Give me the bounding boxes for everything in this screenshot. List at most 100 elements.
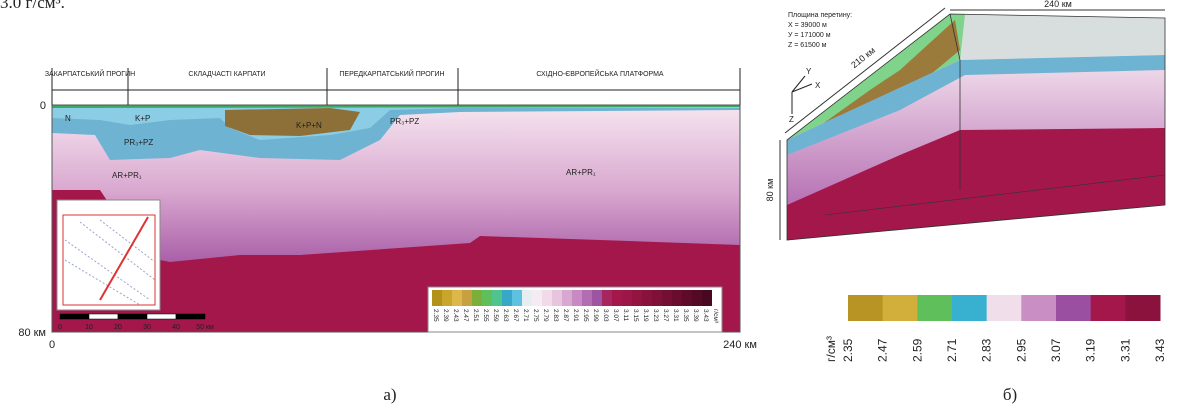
legend-tick: 2.71 [945, 338, 959, 362]
block-edges [786, 13, 1166, 241]
scale-bar: 0 10 20 30 40 50 км [58, 313, 214, 331]
legend-swatch [1056, 295, 1092, 321]
legend-tick: 2.43 [452, 309, 459, 322]
legend-swatch [512, 290, 522, 306]
panel-a: ЗАКАРПАТСЬКИЙ ПРОГИН СКЛАДЧАСТІ КАРПАТИ … [18, 68, 757, 351]
legend-swatch [917, 295, 953, 321]
legend: 2.35 2.39 2.43 2.47 2.51 2.55 2.59 2.63 2.67 2.71… [432, 290, 719, 324]
inset-contours [64, 219, 156, 306]
legend-tick: 2.71 [522, 309, 529, 322]
scale-label: 20 [114, 324, 122, 331]
intro-fragment: 3.0 г/см³. [0, 0, 65, 12]
legend-swatch [612, 290, 622, 306]
region-label: СХІДНО-ЄВРОПЕЙСЬКА ПЛАТФОРМА [536, 69, 664, 78]
legend-swatch [492, 290, 502, 306]
dim-line [784, 7, 946, 134]
legend-tick: 2.39 [442, 309, 449, 322]
legend-swatch [882, 295, 918, 321]
panel-b: 240 км 210 км 80 км Площина перетину: X … [765, 0, 1167, 362]
axis-label: Z [789, 115, 794, 124]
plane-edge [824, 174, 1166, 216]
caption: а) [383, 385, 396, 404]
legend-swatch [702, 290, 712, 306]
unit-label: N [65, 114, 71, 123]
legend-tick: 2.83 [552, 309, 559, 322]
legend-tick: 3.31 [672, 309, 679, 322]
scale-segment [59, 313, 90, 320]
distance-label: 0 [49, 339, 55, 351]
scale-segment [146, 313, 177, 320]
dim-label: 80 км [765, 179, 775, 202]
legend-swatch [502, 290, 512, 306]
sediment-layer [52, 105, 740, 140]
legend-swatch [1021, 295, 1057, 321]
unit-label: AR+PR₁ [566, 168, 596, 177]
legend-tick: 2.47 [462, 309, 469, 322]
legend-swatch [672, 290, 682, 306]
legend-tick: 2.87 [562, 309, 569, 322]
legend-tick: 2.63 [502, 309, 509, 322]
legend-swatch [472, 290, 482, 306]
scale-segment [175, 313, 206, 320]
legend-swatch [462, 290, 472, 306]
legend-swatch [682, 290, 692, 306]
legend-swatch [1125, 295, 1161, 321]
legend-swatch [642, 290, 652, 306]
scale-label: 40 [172, 324, 180, 331]
legend-tick: 2.47 [876, 338, 890, 362]
legend-swatch [432, 290, 442, 306]
plane-title: Площина перетину: [788, 12, 852, 19]
legend-swatch [692, 290, 702, 306]
legend-tick: 2.99 [592, 309, 599, 322]
legend-tick: 2.59 [910, 338, 924, 362]
legend-swatch [532, 290, 542, 306]
legend-tick: 3.19 [642, 309, 649, 322]
legend-tick: 3.27 [662, 309, 669, 322]
unit-label: PR₃+PZ [390, 117, 419, 126]
scale-segment [117, 313, 148, 320]
block-top [787, 14, 1165, 140]
legend: 2.35 2.47 2.59 2.71 2.83 2.95 3.07 3.19 3.31 3.43… [824, 295, 1167, 362]
legend-swatch [482, 290, 492, 306]
block-front-blue [787, 55, 1165, 155]
profile-line [99, 216, 149, 301]
legend-tick: 2.75 [532, 309, 539, 322]
axis-label: Y [806, 67, 812, 76]
region-label: ПЕРЕДКАРПАТСЬКИЙ ПРОГИН [339, 69, 444, 78]
legend-tick: 3.19 [1084, 338, 1098, 362]
legend-tick: 3.23 [652, 309, 659, 322]
legend-swatch [582, 290, 592, 306]
legend-tick: 2.91 [572, 309, 579, 322]
legend-swatch [542, 290, 552, 306]
scale-label: 50 км [196, 324, 214, 331]
section-frame [51, 104, 741, 333]
legend-swatch [552, 290, 562, 306]
plane-coord: X = 39000 м [788, 22, 827, 29]
legend-tick: 3.43 [1153, 338, 1167, 362]
legend-swatch [622, 290, 632, 306]
depth-label: 80 км [18, 327, 46, 339]
region-label: СКЛАДЧАСТІ КАРПАТИ [188, 71, 265, 78]
legend-tick: 3.11 [622, 309, 629, 322]
legend-swatch [522, 290, 532, 306]
legend-swatch [1090, 295, 1126, 321]
dim-label: 240 км [1044, 0, 1072, 9]
legend-tick: 2.35 [841, 338, 855, 362]
legend-tick: 3.43 [702, 309, 709, 322]
legend-tick: 3.07 [1049, 338, 1063, 362]
legend-swatch [662, 290, 672, 306]
block-top-brown [800, 20, 960, 140]
scale-label: 30 [143, 324, 151, 331]
legend-tick: 2.59 [492, 309, 499, 322]
legend-tick: 3.39 [692, 309, 699, 322]
legend-unit: г/см³ [824, 336, 838, 362]
unit-label: AR+PR₁ [112, 171, 142, 180]
legend-tick: 2.95 [1014, 338, 1028, 362]
legend-tick: 3.07 [612, 309, 619, 322]
surface-layer [52, 105, 740, 108]
legend-unit: г/см³ [712, 309, 719, 324]
legend-tick: 2.95 [582, 309, 589, 322]
legend-tick: 3.15 [632, 309, 639, 322]
scale-segment [88, 313, 119, 320]
